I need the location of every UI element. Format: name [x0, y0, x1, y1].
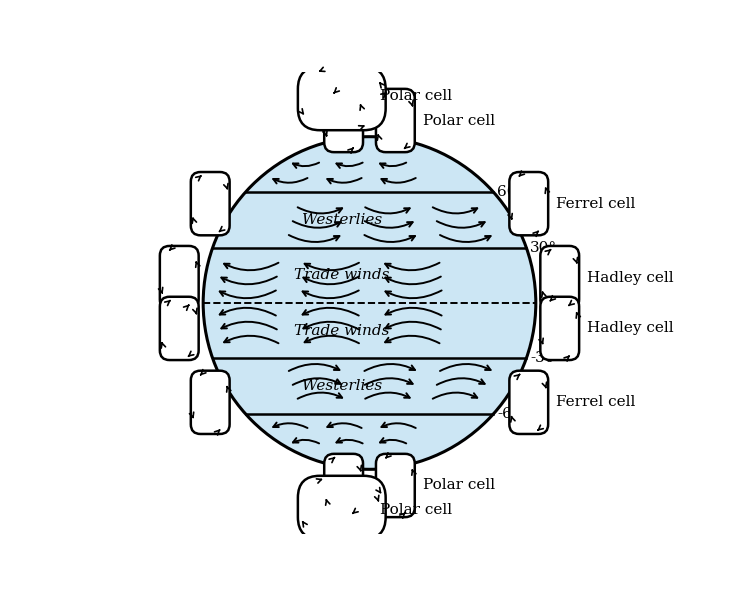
FancyArrowPatch shape [385, 290, 441, 298]
FancyArrowPatch shape [337, 163, 363, 168]
FancyArrowPatch shape [364, 364, 415, 371]
Text: Polar cell: Polar cell [423, 113, 494, 128]
FancyArrowPatch shape [220, 308, 276, 316]
FancyArrowPatch shape [303, 290, 359, 298]
Text: Westerlies: Westerlies [301, 379, 382, 393]
FancyArrowPatch shape [224, 263, 278, 270]
FancyArrowPatch shape [385, 277, 441, 284]
Text: -30°: -30° [530, 352, 562, 365]
Text: Westerlies: Westerlies [301, 213, 382, 227]
Text: -60°: -60° [497, 407, 530, 421]
FancyArrowPatch shape [292, 221, 340, 228]
FancyArrowPatch shape [273, 422, 307, 428]
Text: 30°: 30° [530, 241, 557, 254]
FancyArrowPatch shape [298, 392, 342, 399]
Text: Ferrel cell: Ferrel cell [556, 197, 635, 211]
Text: Hadley cell: Hadley cell [587, 322, 674, 335]
Text: Ferrel cell: Ferrel cell [556, 395, 635, 409]
FancyArrowPatch shape [293, 438, 319, 443]
Text: N: N [358, 74, 381, 101]
FancyArrowPatch shape [328, 178, 361, 184]
FancyBboxPatch shape [540, 246, 579, 309]
FancyArrowPatch shape [304, 277, 359, 284]
FancyArrowPatch shape [365, 378, 413, 385]
FancyArrowPatch shape [298, 207, 342, 214]
FancyBboxPatch shape [509, 371, 548, 434]
FancyBboxPatch shape [298, 476, 386, 539]
FancyBboxPatch shape [191, 172, 230, 235]
Circle shape [203, 137, 536, 469]
FancyArrowPatch shape [385, 322, 441, 329]
FancyArrowPatch shape [433, 392, 477, 399]
FancyBboxPatch shape [298, 67, 386, 130]
FancyArrowPatch shape [380, 163, 406, 168]
Text: 60°: 60° [497, 185, 524, 199]
FancyBboxPatch shape [509, 172, 548, 235]
FancyArrowPatch shape [385, 336, 440, 343]
FancyArrowPatch shape [304, 263, 359, 270]
FancyArrowPatch shape [433, 207, 477, 214]
FancyArrowPatch shape [337, 438, 363, 443]
FancyArrowPatch shape [304, 322, 359, 329]
FancyArrowPatch shape [440, 364, 491, 371]
FancyArrowPatch shape [328, 422, 361, 428]
FancyArrowPatch shape [293, 163, 319, 168]
Text: Polar cell: Polar cell [380, 503, 452, 517]
FancyArrowPatch shape [224, 336, 278, 343]
FancyArrowPatch shape [365, 392, 410, 399]
FancyArrowPatch shape [385, 308, 441, 316]
Text: Polar cell: Polar cell [380, 89, 452, 103]
FancyArrowPatch shape [289, 235, 340, 242]
FancyBboxPatch shape [160, 246, 199, 309]
FancyArrowPatch shape [304, 336, 359, 343]
FancyArrowPatch shape [364, 235, 415, 242]
FancyArrowPatch shape [273, 178, 307, 184]
Text: Trade winds: Trade winds [294, 324, 390, 338]
FancyArrowPatch shape [437, 221, 485, 228]
FancyBboxPatch shape [324, 89, 363, 152]
FancyBboxPatch shape [376, 454, 414, 517]
Text: S: S [360, 505, 379, 532]
FancyArrowPatch shape [289, 364, 340, 371]
FancyArrowPatch shape [221, 277, 277, 284]
Text: Trade winds: Trade winds [294, 268, 390, 282]
FancyBboxPatch shape [191, 371, 230, 434]
FancyBboxPatch shape [324, 454, 363, 517]
FancyArrowPatch shape [380, 438, 406, 443]
FancyBboxPatch shape [160, 297, 199, 360]
FancyArrowPatch shape [303, 308, 359, 316]
FancyArrowPatch shape [437, 378, 485, 385]
FancyArrowPatch shape [220, 290, 276, 298]
FancyArrowPatch shape [381, 178, 416, 184]
FancyArrowPatch shape [385, 263, 440, 270]
FancyBboxPatch shape [376, 89, 414, 152]
Text: Polar cell: Polar cell [423, 478, 494, 493]
FancyArrowPatch shape [365, 221, 413, 228]
FancyArrowPatch shape [292, 378, 340, 385]
Text: 0°: 0° [539, 296, 557, 310]
FancyArrowPatch shape [381, 422, 416, 428]
Text: Hadley cell: Hadley cell [587, 271, 674, 284]
FancyBboxPatch shape [540, 297, 579, 360]
FancyArrowPatch shape [221, 322, 277, 329]
FancyArrowPatch shape [440, 235, 491, 242]
FancyArrowPatch shape [365, 207, 410, 214]
